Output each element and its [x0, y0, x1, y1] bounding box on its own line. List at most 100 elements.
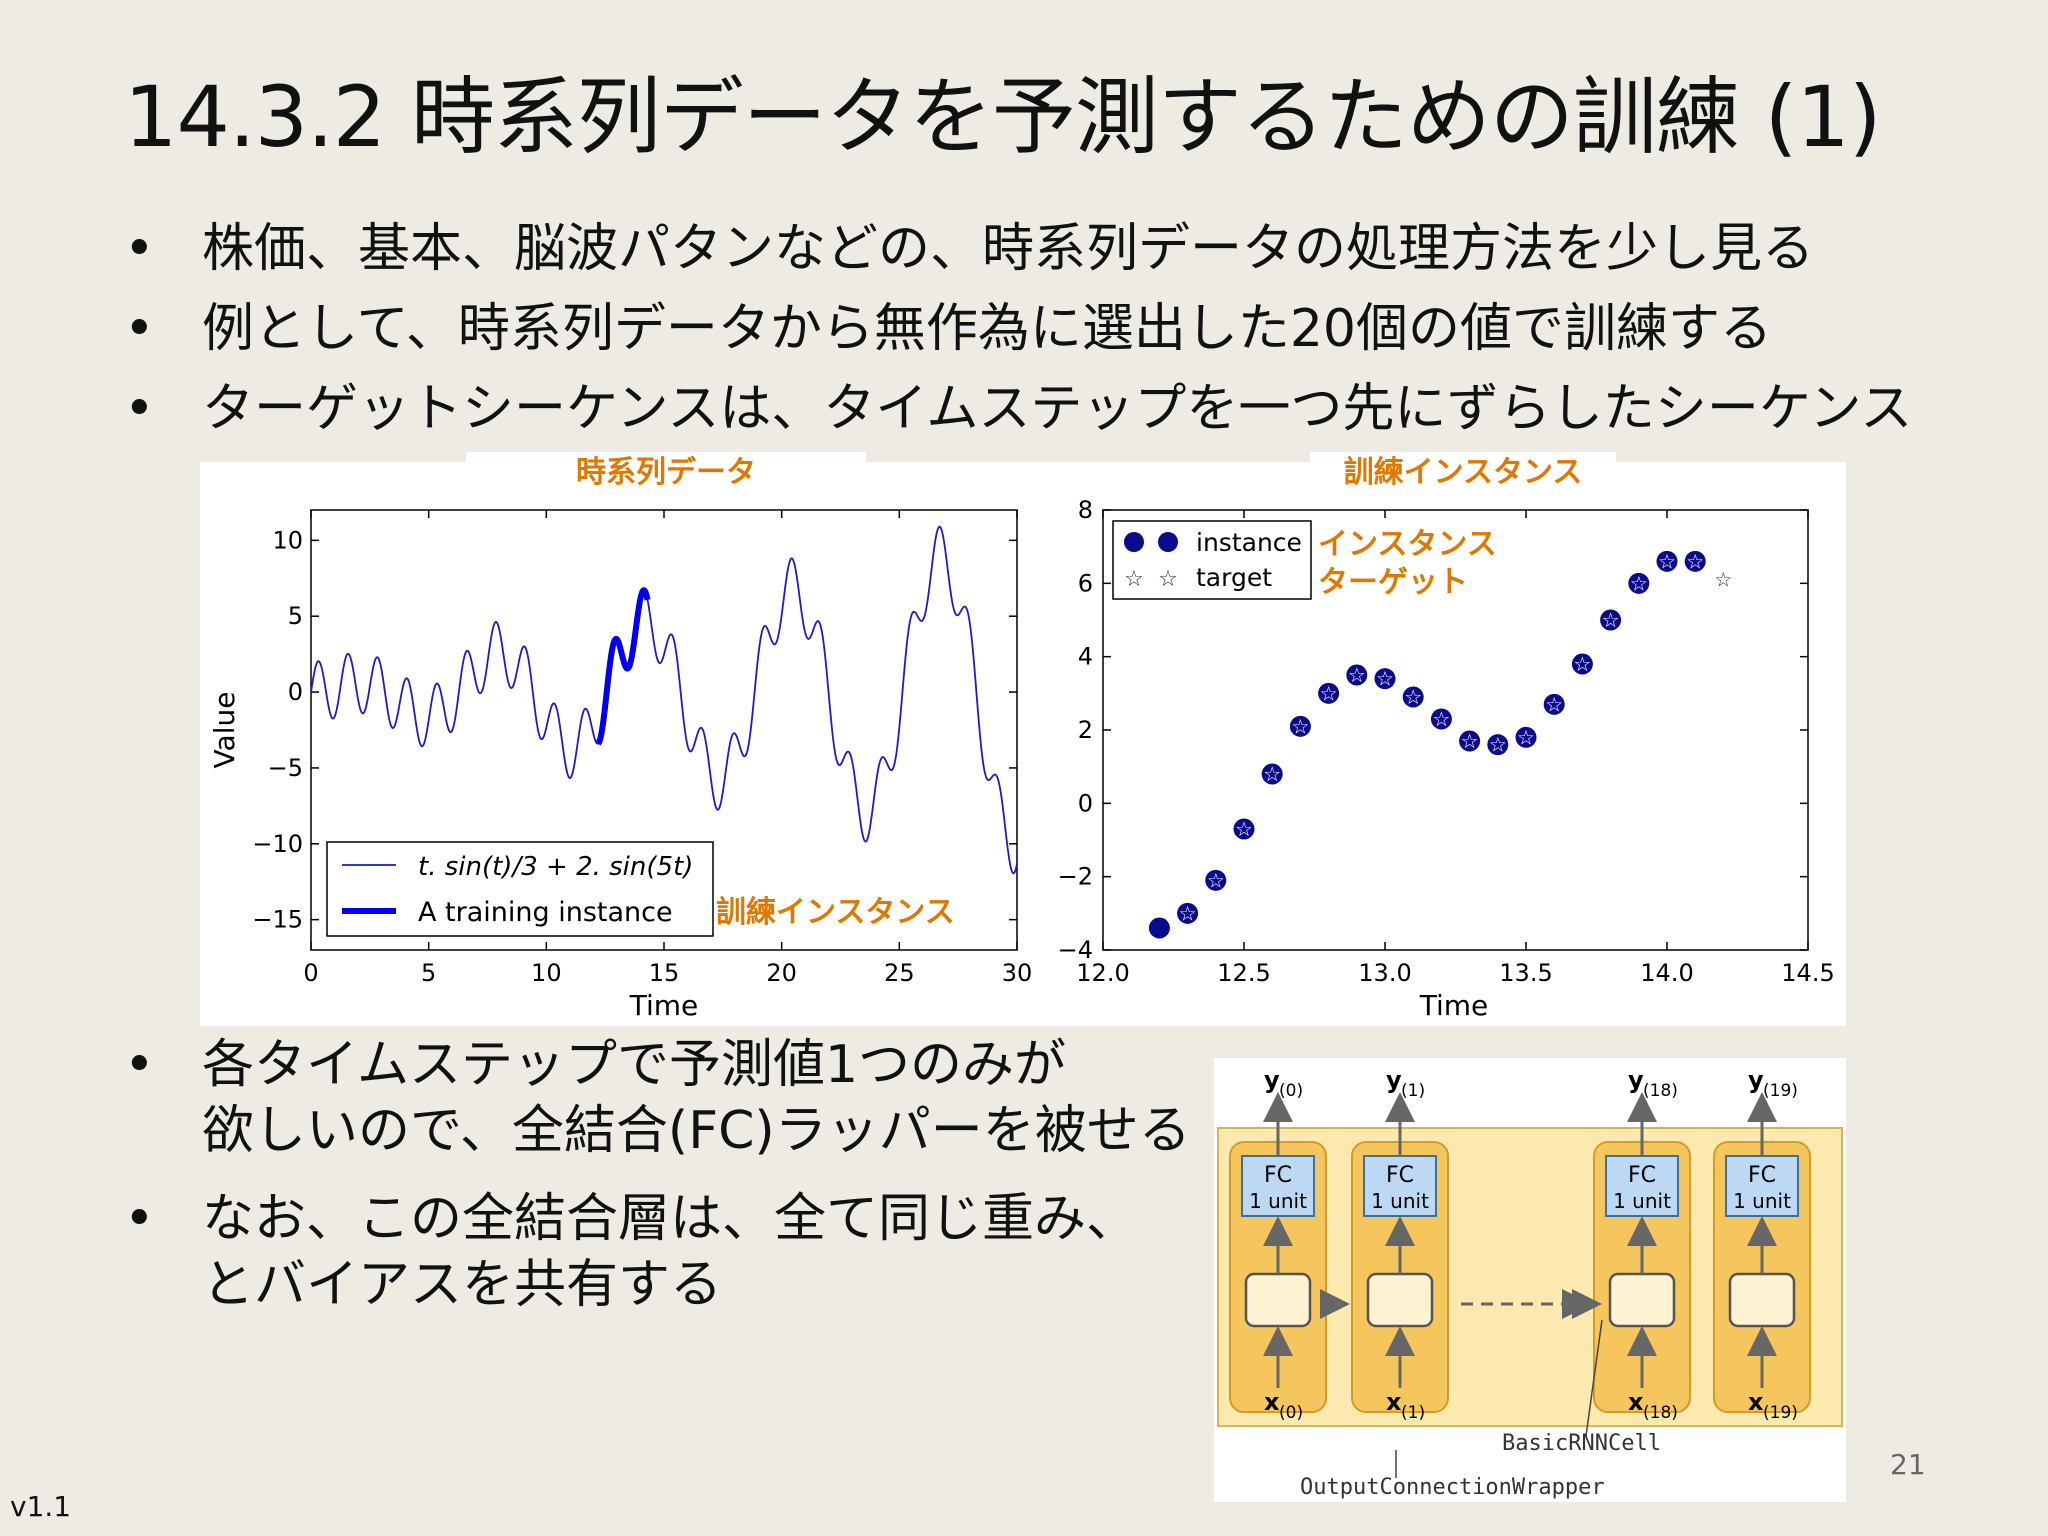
instance-point — [1318, 682, 1340, 704]
target-point: ☆ — [1714, 568, 1732, 592]
input-subscript: (18) — [1643, 1403, 1678, 1423]
bullet-text: ターゲットシーケンスは、タイムステップを一つ先にずらしたシーケンス — [202, 379, 1913, 439]
bullet-text-line-1: 各タイムステップで予測値1つのみが — [202, 1035, 1067, 1095]
bullet-marker: • — [124, 1035, 155, 1095]
fc-label: FC — [1386, 1163, 1414, 1188]
instance-point — [1148, 917, 1170, 939]
target-point: ☆ — [1376, 667, 1394, 691]
right-legend-box — [1112, 520, 1312, 600]
bullet-text-line-1: なお、この全結合層は、全て同じ重み、 — [202, 1189, 1139, 1249]
target-point: ☆ — [1517, 725, 1535, 749]
chart-figure: 0 5 10 15 20 25 30 10 5 0 −5 −10 −15 Time Value t. … — [200, 462, 1846, 1026]
target-point: ☆ — [1263, 762, 1281, 786]
training-instance-line — [595, 587, 651, 746]
instance-point — [1487, 734, 1509, 756]
legend-label-target: target — [1196, 563, 1272, 592]
y-tick-label: −10 — [252, 830, 303, 858]
target-point: ☆ — [1545, 692, 1563, 716]
left-y-axis-label: Value — [208, 692, 241, 769]
fc-label: FC — [1264, 1163, 1292, 1188]
bullet-text: 例として、時系列データから無作為に選出した20個の値で訓練する — [202, 299, 1773, 359]
input-label: x — [1748, 1388, 1764, 1416]
x-tick-label: 5 — [421, 959, 436, 987]
target-point: ☆ — [1686, 549, 1704, 573]
output-subscript: (19) — [1763, 1081, 1798, 1101]
page-number: 21 — [1890, 1448, 1926, 1481]
y-tick-label: 5 — [288, 602, 303, 630]
x-tick-label: 13.0 — [1358, 959, 1411, 987]
rnn-diagram: FC 1 unit y (0) x (0) FC 1 unit y (1) x (1) FC 1 unit… — [1214, 1058, 1846, 1502]
y-tick-label: −5 — [268, 754, 303, 782]
left-legend-box — [326, 841, 714, 937]
input-label: x — [1264, 1388, 1280, 1416]
left-chart: 0 5 10 15 20 25 30 10 5 0 −5 −10 −15 Time Value t. … — [208, 509, 1033, 1022]
fc-unit-label: 1 unit — [1371, 1189, 1429, 1213]
rnn-cell-box — [1608, 1272, 1676, 1328]
x-tick-label: 14.0 — [1640, 959, 1693, 987]
legend-marker-target: ☆ — [1124, 567, 1144, 592]
input-label: x — [1386, 1388, 1402, 1416]
output-subscript: (18) — [1643, 1081, 1678, 1101]
instance-point — [1571, 653, 1593, 675]
x-tick-label: 25 — [884, 959, 915, 987]
target-point: ☆ — [1461, 729, 1479, 753]
slide-title: 14.3.2 時系列データを予測するための訓練 (1) — [124, 68, 1882, 166]
legend-label-instance: A training instance — [418, 897, 673, 928]
legend-marker-instance — [1124, 532, 1144, 552]
bullet-text-line-2: とバイアスを共有する — [202, 1255, 723, 1315]
target-point: ☆ — [1348, 663, 1366, 687]
instance-point — [1289, 715, 1311, 737]
instance-point — [1600, 609, 1622, 631]
fc-box — [1241, 1155, 1315, 1217]
x-tick-label: 0 — [303, 959, 318, 987]
output-label: y — [1386, 1066, 1402, 1094]
right-legend: instance ☆ ☆ target — [1112, 520, 1312, 600]
instance-point — [1543, 693, 1565, 715]
target-point: ☆ — [1573, 652, 1591, 676]
left-y-ticks: 10 5 0 −5 −10 −15 — [252, 526, 1017, 934]
output-label: y — [1748, 1066, 1764, 1094]
bullet-marker: • — [124, 1189, 155, 1249]
output-wrapper-label: OutputConnectionWrapper — [1300, 1475, 1605, 1500]
target-point: ☆ — [1235, 817, 1253, 841]
instance-point — [1261, 763, 1283, 785]
fc-box — [1605, 1155, 1679, 1217]
y-tick-label: 8 — [1078, 496, 1093, 524]
right-x-ticks: 12.0 12.5 13.0 13.5 14.0 14.5 — [1076, 510, 1835, 987]
left-legend: t. sin(t)/3 + 2. sin(5t) A training inst… — [326, 841, 714, 937]
instance-point — [1233, 818, 1255, 840]
y-tick-label: −4 — [1058, 936, 1093, 964]
bullet-marker: • — [124, 299, 155, 359]
input-label: x — [1628, 1388, 1644, 1416]
legend-label-series: t. sin(t)/3 + 2. sin(5t) — [418, 852, 693, 882]
fc-box — [1363, 1155, 1437, 1217]
bullet-marker: • — [124, 379, 155, 439]
y-tick-label: 6 — [1078, 569, 1093, 597]
output-subscript: (0) — [1279, 1081, 1303, 1101]
right-annotation-target: ターゲット — [1318, 565, 1468, 600]
x-tick-label: 30 — [1002, 959, 1033, 987]
bullet-text-line-2: 欲しいので、全結合(FC)ラッパーを被せる — [202, 1101, 1191, 1161]
instance-point — [1205, 869, 1227, 891]
x-tick-label: 12.0 — [1076, 959, 1129, 987]
target-point: ☆ — [1602, 608, 1620, 632]
right-chart-caption: 訓練インスタンス — [1310, 452, 1616, 494]
target-point: ☆ — [1404, 685, 1422, 709]
target-point: ☆ — [1432, 707, 1450, 731]
instance-point — [1656, 550, 1678, 572]
right-annotation-instance: インスタンス — [1318, 527, 1497, 562]
basic-rnn-cell-label: BasicRNNCell — [1502, 1431, 1661, 1456]
instance-point — [1374, 668, 1396, 690]
instance-point — [1346, 664, 1368, 686]
input-subscript: (1) — [1401, 1403, 1425, 1423]
rnn-cell-box — [1244, 1272, 1312, 1328]
version-label: v1.1 — [10, 1490, 72, 1523]
y-tick-label: −2 — [1058, 863, 1093, 891]
series-line — [310, 525, 1018, 875]
legend-marker-target: ☆ — [1158, 567, 1178, 592]
fc-box — [1725, 1155, 1799, 1217]
target-point: ☆ — [1179, 901, 1197, 925]
